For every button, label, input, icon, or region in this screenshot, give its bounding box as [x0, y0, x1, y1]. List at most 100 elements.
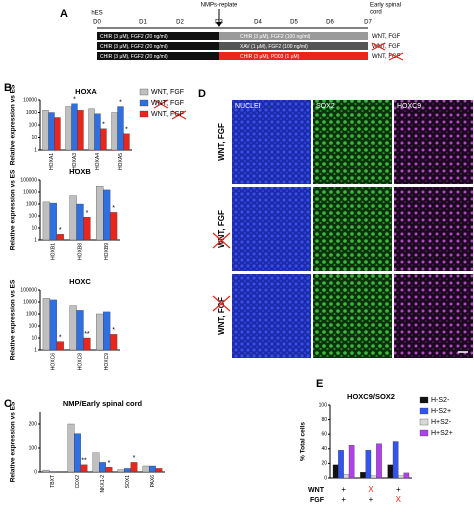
bar [49, 202, 57, 241]
y-tick-label: 1000 [26, 201, 37, 207]
day-label: D2 [176, 20, 184, 26]
x-tick-label: HOXA5 [118, 153, 124, 170]
bar [71, 103, 78, 151]
bar [77, 110, 84, 151]
phase-text: CHIR (3 μM), PD03 (1 μM) [240, 54, 300, 60]
event-arrow-head [216, 22, 222, 27]
phase-text: CHIR (3 μM), FGF2 (100 ng/ml) [240, 34, 311, 40]
day-label: D7 [364, 20, 372, 26]
x-tick-label: HOXA3 [72, 153, 78, 170]
significance: ** [84, 331, 90, 338]
condition-mark: + [369, 495, 374, 504]
bar [149, 465, 156, 473]
bar [332, 464, 339, 479]
bar [92, 452, 100, 473]
chart-title: HOXC9/SOX2 [347, 392, 395, 401]
phase-text: CHIR (3 μM), FGF2 (20 ng/ml) [100, 54, 168, 60]
column-header: HOXC9 [397, 103, 421, 110]
condition-mark: + [341, 495, 346, 504]
bar [360, 472, 366, 479]
bar [155, 468, 163, 473]
cross-out [171, 110, 187, 120]
significance: * [102, 122, 105, 129]
day-label: D1 [139, 20, 147, 26]
y-tick-label: 1000 [26, 311, 37, 317]
bar [76, 203, 84, 241]
significance: * [73, 97, 76, 104]
y-tick-label: 10000 [23, 189, 37, 195]
bar [123, 133, 130, 151]
condition-mark: X [396, 495, 402, 504]
phase-bar [97, 52, 219, 60]
bar [76, 310, 84, 351]
bar [54, 117, 61, 151]
panel-label: E [316, 378, 323, 390]
phase-bar [97, 42, 219, 50]
x-tick-label: TBXT [50, 475, 56, 488]
legend-swatch [419, 429, 429, 437]
bar [56, 234, 64, 241]
legend-swatch [419, 396, 429, 404]
phase-bar [219, 42, 368, 50]
significance: * [112, 205, 115, 212]
x-tick-label: NKX1-2 [100, 475, 106, 493]
significance: * [59, 227, 62, 234]
bar [105, 467, 113, 473]
image [394, 100, 473, 184]
panel-label: A [60, 8, 68, 20]
phase-bar [97, 32, 219, 40]
condition-mark: + [396, 485, 401, 494]
legend-label: H+S2+ [431, 430, 453, 437]
row-label: WNT, FGF [372, 34, 401, 40]
timeline: hES D0 D1 D2 D3 D4 D5 D6 D7 NMPs-replate… [91, 3, 404, 61]
x-tick-label: CDX2 [75, 475, 81, 489]
y-tick-label: 10 [31, 135, 37, 141]
row-label: WNT, FGF [372, 44, 401, 50]
significance: * [133, 455, 136, 462]
bar [348, 444, 355, 479]
condition-label: WNT [308, 487, 325, 494]
bar [49, 299, 57, 351]
x-tick-label: HOXB1 [51, 243, 57, 260]
significance: * [86, 210, 89, 217]
legend-swatch [139, 99, 149, 107]
bar [96, 313, 104, 351]
panel-label: D [198, 88, 206, 100]
legend-label: WNT, FGF [151, 89, 184, 96]
column-header: SOX2 [316, 103, 335, 110]
cross-out [212, 295, 231, 312]
significance: * [119, 99, 122, 106]
day-label: D5 [290, 20, 298, 26]
y-tick-label: 100 [319, 402, 328, 408]
legend-swatch [419, 418, 429, 426]
y-tick-label: 10000 [23, 97, 37, 103]
image [394, 187, 473, 271]
y-tick-label: 1 [34, 347, 37, 353]
row-label: WNT, FGF [372, 54, 401, 60]
legend-label: H+S2- [431, 419, 452, 426]
bar [83, 337, 91, 351]
bar [65, 106, 72, 151]
y-tick-label: 100 [29, 122, 38, 128]
y-tick-label: 20 [321, 461, 327, 467]
x-tick-label: HOXC9 [104, 353, 110, 370]
bar [88, 108, 95, 151]
y-tick-label: 0 [324, 475, 327, 481]
image [232, 187, 311, 271]
bar [42, 201, 51, 241]
bar [376, 443, 382, 479]
y-tick-label: 40 [321, 446, 327, 452]
row-label: WNT, FGF [217, 210, 226, 248]
legend-label: WNT, FGF [151, 111, 184, 118]
legend-label: H-S2+ [431, 408, 451, 415]
y-tick-label: 100000 [20, 177, 37, 183]
microscopy: NUCLEI SOX2 HOXC9 WNT, FGF WNT, FGF WNT,… [212, 100, 473, 358]
condition-label: FGF [310, 497, 325, 504]
phase-bar [219, 32, 368, 40]
day-label: D0 [93, 20, 101, 26]
x-tick-label: HOXB8 [77, 243, 83, 260]
chart-title: NMP/Early spinal cord [63, 399, 143, 408]
y-tick-label: 100000 [20, 287, 37, 293]
bar [42, 298, 51, 351]
